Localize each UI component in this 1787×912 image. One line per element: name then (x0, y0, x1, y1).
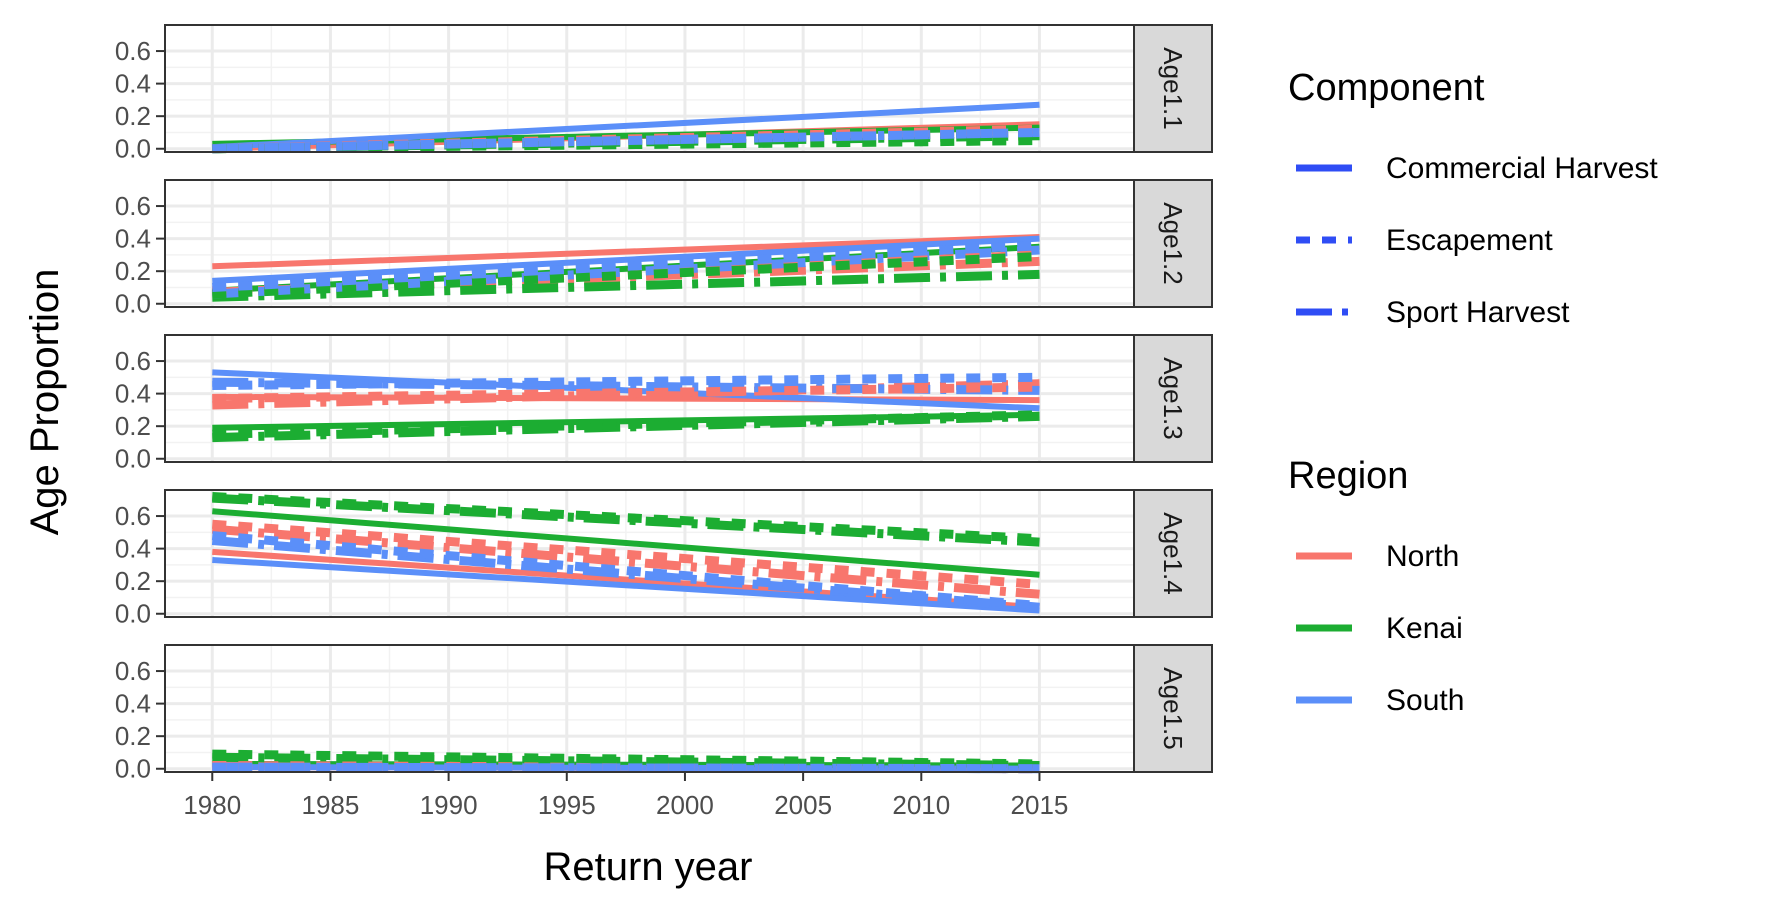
facet-strip-label: Age1.4 (1158, 512, 1188, 594)
series-line-south-escapement (212, 240, 1040, 292)
series-line-north-escapement (211, 519, 1040, 589)
legend-label-south: South (1386, 684, 1464, 717)
x-tick-label: 1995 (538, 790, 596, 820)
series-line-kenai-commercial-harvest (212, 508, 1040, 578)
x-tick-label: 1990 (420, 790, 478, 820)
y-tick-label: 0.0 (115, 289, 151, 319)
legend-component-title: Component (1288, 67, 1485, 109)
y-tick-label: 0.0 (115, 134, 151, 164)
facet-strip (1133, 489, 1213, 618)
y-tick-label: 0.0 (115, 599, 151, 629)
facet-panel-age1-4: Age1.4 0.00.20.40.6 (115, 489, 1213, 629)
legend-component: Component Commercial Harvest Escapement … (1288, 67, 1658, 329)
facet-panel-age1-3: Age1.3 0.00.20.40.6 (115, 334, 1213, 474)
y-tick-label: 0.0 (115, 444, 151, 474)
facet-strip (1133, 334, 1213, 463)
series-line-south-commercial-harvest (212, 369, 1040, 412)
y-tick-label: 0.4 (115, 69, 151, 99)
legend-label-commercial-harvest: Commercial Harvest (1386, 152, 1658, 185)
facet-strip (1133, 644, 1213, 773)
series-line-kenai-escapement (212, 410, 1040, 439)
legend-region: Region North Kenai South (1288, 455, 1464, 717)
facet-strip (1133, 179, 1213, 308)
x-tick-label: 1980 (183, 790, 241, 820)
y-tick-label: 0.6 (115, 346, 151, 376)
y-tick-label: 0.2 (115, 256, 151, 286)
series-line-north-escapement (212, 382, 1040, 403)
x-tick-label: 2015 (1011, 790, 1069, 820)
y-tick-label: 0.2 (115, 411, 151, 441)
facet-strip-label: Age1.5 (1158, 667, 1188, 749)
x-tick-label: 1985 (302, 790, 360, 820)
facet-panels: Age1.10.00.20.40.6Age1.20.00.20.40.6Age1… (115, 24, 1213, 784)
y-tick-label: 0.2 (115, 566, 151, 596)
x-axis: 1980 1985 1990 1995 2000 2005 2010 2015 (183, 772, 1068, 820)
legend-label-north: North (1386, 540, 1459, 573)
y-tick-label: 0.6 (115, 191, 151, 221)
series-line-south-commercial-harvest (212, 557, 1040, 614)
legend-label-sport-harvest: Sport Harvest (1386, 296, 1570, 329)
series-line-south-commercial-harvest (212, 235, 1040, 284)
facet-panel-age1-2: Age1.2 0.00.20.40.6 (115, 179, 1213, 319)
x-axis-title: Return year (544, 845, 753, 889)
y-tick-label: 0.4 (115, 224, 151, 254)
series-line-kenai-escapement (212, 252, 1040, 299)
legend-region-title: Region (1288, 455, 1408, 497)
facet-strip-label: Age1.2 (1158, 202, 1188, 284)
x-tick-label: 2010 (892, 790, 950, 820)
facet-strip-label: Age1.3 (1158, 357, 1188, 439)
y-tick-label: 0.6 (115, 501, 151, 531)
series-line-north-sport-harvest (211, 524, 1040, 599)
series-line-south-escapement (212, 128, 1040, 154)
facet-panel-age1-5: Age1.5 0.00.20.40.6 (115, 644, 1213, 784)
facet-strip (1133, 24, 1213, 153)
y-tick-label: 0.6 (115, 656, 151, 686)
series-line-south-commercial-harvest (212, 101, 1040, 151)
y-tick-label: 0.4 (115, 379, 151, 409)
y-tick-label: 0.2 (115, 101, 151, 131)
facet-strip-label: Age1.1 (1158, 47, 1188, 129)
series-line-kenai-sport-harvest (212, 269, 1040, 302)
x-tick-label: 2000 (656, 790, 714, 820)
y-tick-label: 0.0 (115, 754, 151, 784)
facet-panel-age1-1: Age1.1 0.00.20.40.6 (115, 24, 1213, 164)
series-line-north-commercial-harvest (212, 234, 1040, 270)
y-tick-label: 0.4 (115, 534, 151, 564)
series-line-kenai-escapement (212, 492, 1040, 544)
y-tick-label: 0.2 (115, 721, 151, 751)
panel-background (165, 645, 1134, 772)
x-tick-label: 2005 (774, 790, 832, 820)
series-line-south-escapement (211, 531, 1040, 611)
series-line-south-escapement (212, 762, 1040, 774)
legend-label-escapement: Escapement (1386, 224, 1553, 257)
y-tick-label: 0.6 (115, 36, 151, 66)
y-axis-title: Age Proportion (23, 269, 67, 536)
series-line-kenai-escapement (212, 749, 1040, 769)
y-tick-label: 0.4 (115, 689, 151, 719)
series-line-south-escapement (212, 372, 1040, 390)
legend-label-kenai: Kenai (1386, 612, 1463, 645)
